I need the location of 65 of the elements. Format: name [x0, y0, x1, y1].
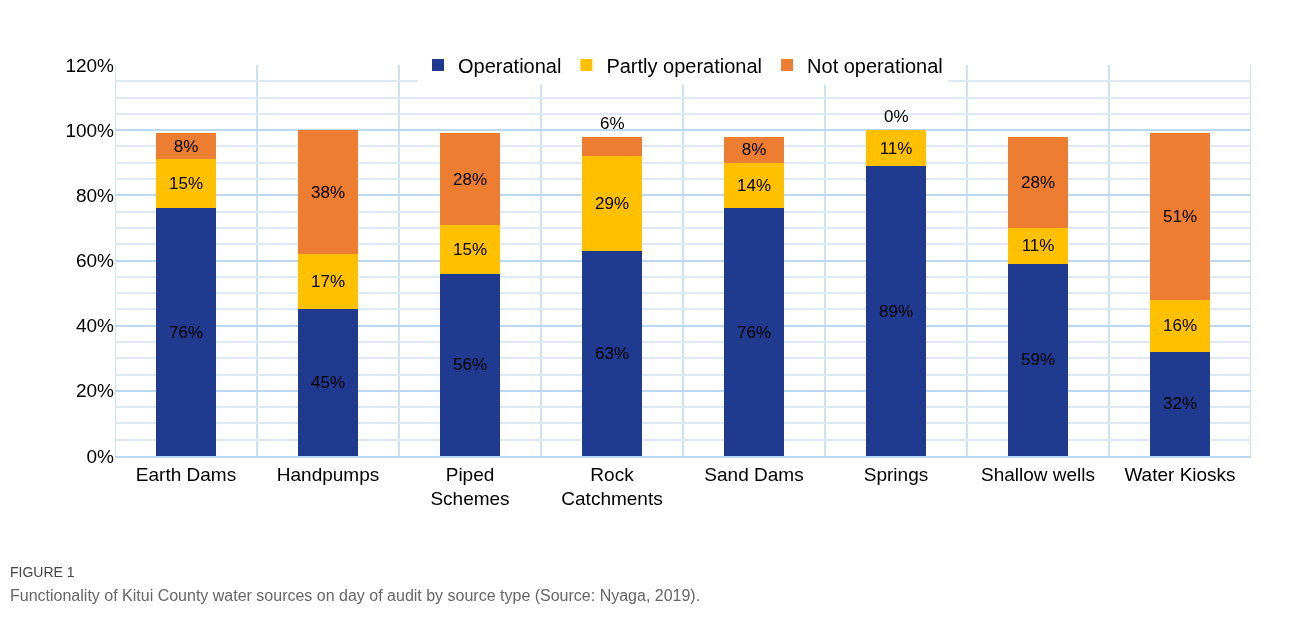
- bar: [1150, 299, 1210, 352]
- text: Functionality of Kitui County water sources on day of audit by source type (Source: Nyaga, 2019).: [10, 587, 701, 604]
- bar: [724, 208, 784, 456]
- y-tick-label: 40%: [75, 315, 115, 337]
- bar: [298, 130, 358, 254]
- bar: [440, 273, 500, 456]
- data-label: 38%: [310, 182, 346, 202]
- data-label: 76%: [168, 322, 204, 342]
- x-tick-label: Piped Schemes: [430, 463, 510, 510]
- x-tick-label: Handpumps: [276, 463, 380, 485]
- bar: [866, 166, 926, 456]
- bar: [724, 162, 784, 209]
- legend-label: Partly operational: [606, 54, 763, 77]
- bar: [866, 130, 926, 167]
- data-label: 56%: [452, 355, 488, 375]
- bar: [440, 224, 500, 274]
- x-tick-label: Springs: [863, 463, 929, 485]
- data-label: 63%: [594, 343, 630, 363]
- data-label: 89%: [878, 301, 914, 321]
- y-tick-label: 80%: [75, 184, 115, 206]
- data-label: 11%: [879, 138, 913, 158]
- data-label: 28%: [1020, 172, 1056, 192]
- y-tick-label: 100%: [65, 119, 115, 141]
- bar: [1008, 263, 1068, 456]
- x-tick-label: Sand Dams: [704, 463, 804, 485]
- x-tick-label: Earth Dams: [135, 463, 237, 485]
- bar: [440, 133, 500, 225]
- bar: [1150, 133, 1210, 300]
- data-label: 15%: [452, 239, 488, 259]
- data-label: 0%: [884, 107, 909, 126]
- y-tick-label: 0%: [86, 445, 115, 467]
- bar: [582, 250, 642, 456]
- data-label: 8%: [741, 140, 767, 160]
- x-tick-label: Water Kiosks: [1124, 463, 1236, 485]
- data-label: 45%: [310, 373, 346, 393]
- data-label: 76%: [736, 322, 772, 342]
- legend-label: Operational: [458, 54, 562, 77]
- bar: [156, 159, 216, 209]
- y-tick-label: 60%: [75, 250, 115, 272]
- data-label: 16%: [1162, 316, 1198, 336]
- bar: [298, 309, 358, 456]
- bar: [1008, 136, 1068, 228]
- data-label: 15%: [168, 174, 204, 194]
- bar: [582, 156, 642, 251]
- y-tick-label: 120%: [65, 54, 115, 76]
- bar: [1150, 351, 1210, 456]
- data-label: 32%: [1162, 394, 1198, 414]
- bar: [582, 136, 642, 157]
- x-tick-label: Rock Catchments: [561, 463, 663, 510]
- data-label: 11%: [1021, 236, 1055, 256]
- data-label: 6%: [600, 114, 625, 133]
- bar: [298, 253, 358, 310]
- legend-label: Not operational: [807, 54, 943, 77]
- data-label: 8%: [173, 136, 199, 156]
- x-tick-label: Shallow wells: [980, 463, 1096, 485]
- y-tick-label: 20%: [75, 380, 115, 402]
- data-label: 29%: [594, 193, 630, 213]
- bar: [1008, 227, 1068, 264]
- data-label: 28%: [452, 169, 488, 189]
- bar: [156, 208, 216, 456]
- data-label: 14%: [736, 176, 772, 196]
- caption: FIGURE 1: [10, 564, 75, 580]
- data-label: 17%: [310, 272, 346, 292]
- data-label: 51%: [1162, 207, 1198, 227]
- data-label: 59%: [1020, 350, 1056, 370]
